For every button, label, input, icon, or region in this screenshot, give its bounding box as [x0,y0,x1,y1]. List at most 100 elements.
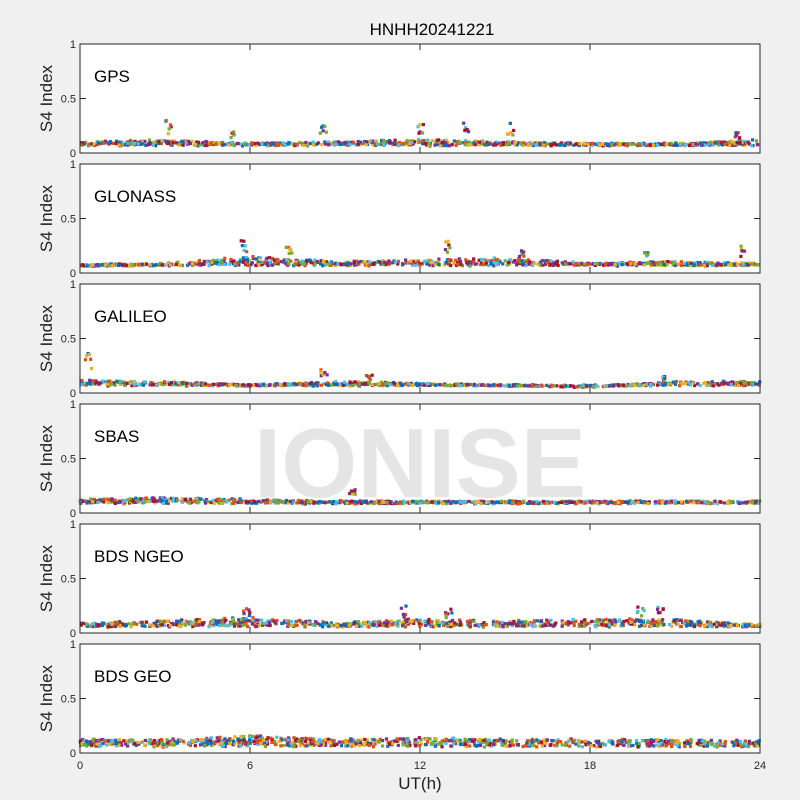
data-point [495,258,499,262]
data-points [79,351,762,389]
data-point [353,380,357,384]
data-point [343,501,348,505]
data-point [445,383,449,388]
data-point [467,499,471,504]
data-point [513,382,518,387]
data-point [100,623,104,628]
data-point [708,623,712,628]
data-point [601,142,605,146]
data-point [661,499,665,503]
data-point [709,382,713,386]
data-point [473,262,477,266]
data-point [350,492,355,496]
data-point [356,142,360,147]
data-point [515,263,519,267]
data-point [79,143,83,147]
data-point [295,383,299,387]
data-point [396,624,400,628]
data-point [265,623,270,627]
data-point [472,619,476,624]
data-point [610,383,614,387]
data-point [542,500,546,504]
data-point [680,620,685,624]
data-point [690,499,694,503]
data-point [687,263,691,267]
data-point [256,618,260,622]
data-point [244,616,248,621]
data-point [356,620,360,624]
data-point [141,383,145,387]
data-point [152,263,156,268]
data-point [651,143,656,148]
data-point [308,258,312,262]
data-point [162,499,166,503]
data-point [213,621,217,625]
data-point [465,128,469,132]
data-point [197,258,202,263]
data-point [656,383,660,387]
data-point [275,382,279,386]
data-point [434,140,438,144]
data-point [191,625,195,629]
data-point [174,141,179,145]
data-point [87,352,91,357]
data-point [396,381,400,386]
data-point [570,500,574,505]
data-point [326,383,330,387]
data-point [304,619,308,623]
data-point [468,623,473,627]
data-point [229,260,233,264]
data-point [634,618,639,622]
data-point [94,263,98,267]
data-point [105,382,110,386]
data-point [577,624,581,628]
data-point [94,622,98,626]
data-point [124,264,128,268]
data-point [658,621,662,625]
data-point [444,612,448,616]
data-point [552,500,556,504]
data-point [169,622,174,626]
data-point [418,618,423,622]
data-point [182,741,186,745]
data-point [269,142,274,146]
data-point [750,262,754,267]
data-point [294,260,298,264]
y-axis-label: S4 Index [37,184,56,252]
data-point [377,500,381,504]
data-point [398,501,402,505]
data-point [735,262,740,267]
data-point [130,384,134,388]
data-point [513,143,517,147]
data-point [257,624,261,628]
data-point [333,262,337,266]
data-point [287,740,291,744]
data-point [568,621,573,625]
data-point [185,381,189,385]
data-point [263,621,267,625]
data-point [204,139,208,144]
data-point [385,382,389,386]
data-point [327,500,332,504]
data-point [327,624,331,628]
data-point [545,261,549,265]
data-point [674,379,679,384]
data-point [212,501,216,506]
data-point [528,140,532,145]
data-point [427,622,431,626]
data-point [367,381,371,385]
data-point [90,624,94,628]
data-point [522,250,526,254]
data-point [657,382,662,386]
data-point [618,619,622,623]
data-point [618,142,622,146]
data-point [448,383,452,388]
data-point [454,500,458,504]
data-point [116,622,120,626]
data-point [477,623,481,627]
data-point [185,384,189,388]
data-point [596,618,600,622]
data-point [426,620,431,624]
data-point [89,366,94,371]
data-point [183,498,187,502]
